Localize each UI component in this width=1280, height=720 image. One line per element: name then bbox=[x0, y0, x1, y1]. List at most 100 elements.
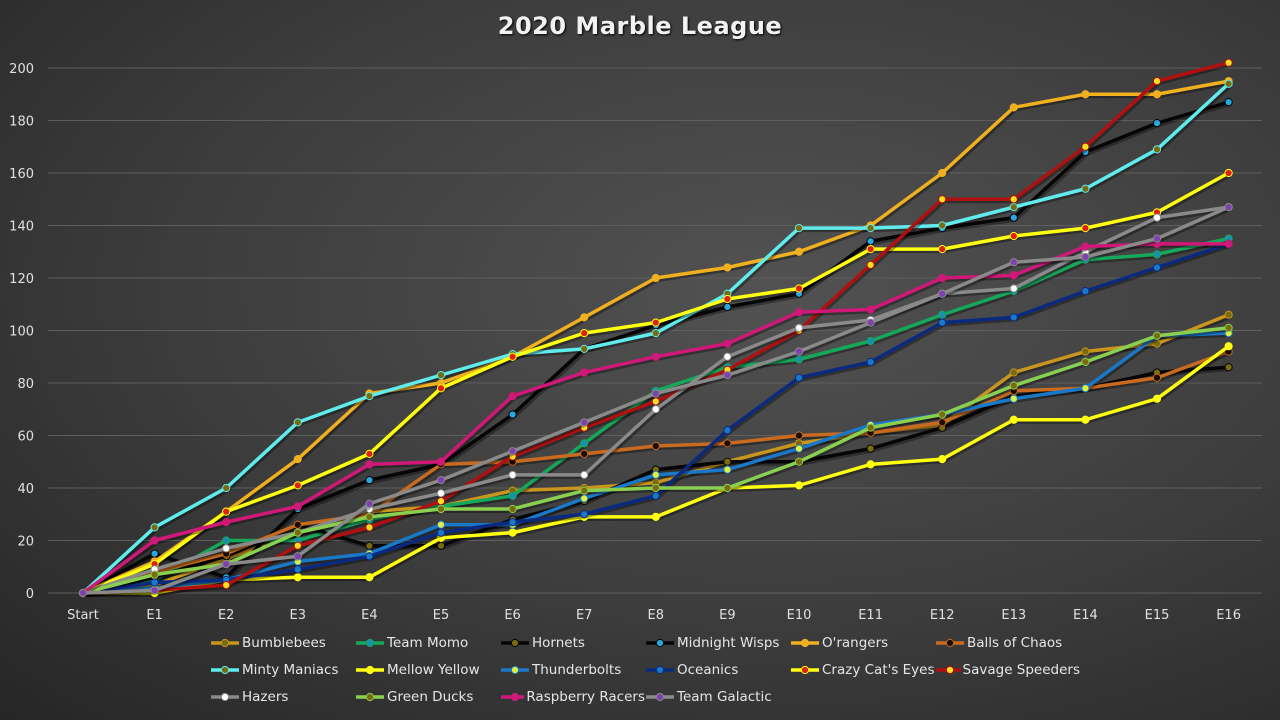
data-point bbox=[794, 323, 804, 332]
legend-item: Team Galactic bbox=[645, 688, 790, 706]
data-point bbox=[293, 573, 302, 582]
data-point bbox=[1009, 195, 1018, 204]
data-point bbox=[866, 336, 875, 346]
series-raspberry-racers bbox=[78, 239, 1233, 598]
data-point bbox=[1152, 145, 1162, 154]
legend-swatch-icon bbox=[356, 665, 384, 675]
data-point bbox=[580, 449, 589, 458]
data-point bbox=[723, 426, 732, 435]
data-point bbox=[580, 329, 589, 338]
data-point bbox=[580, 510, 589, 519]
data-point bbox=[723, 457, 732, 466]
data-point bbox=[293, 520, 302, 529]
series-minty-maniacs bbox=[78, 79, 1233, 598]
data-point bbox=[651, 483, 660, 493]
data-point bbox=[723, 294, 732, 304]
legend-marker bbox=[800, 638, 810, 648]
data-point bbox=[1152, 119, 1162, 128]
data-point bbox=[365, 541, 374, 550]
data-point bbox=[436, 384, 446, 393]
x-tick-label: E3 bbox=[290, 608, 307, 623]
series-team-galactic bbox=[78, 203, 1233, 598]
legend-swatch-icon bbox=[791, 638, 819, 648]
y-tick-label: 140 bbox=[9, 220, 34, 235]
data-point bbox=[651, 352, 660, 361]
data-point bbox=[651, 329, 660, 338]
data-point bbox=[794, 457, 804, 466]
data-point bbox=[580, 313, 589, 322]
legend-marker bbox=[655, 692, 665, 702]
legend-label: Thunderbolts bbox=[532, 662, 622, 678]
data-point bbox=[293, 528, 302, 537]
legend-item: Hazers bbox=[210, 688, 355, 706]
data-point bbox=[150, 570, 159, 579]
data-point bbox=[293, 565, 302, 574]
x-tick-label: E7 bbox=[576, 608, 593, 623]
data-point bbox=[1081, 415, 1090, 424]
legend-label: Balls of Chaos bbox=[967, 635, 1063, 651]
data-point bbox=[794, 481, 804, 490]
data-point bbox=[436, 520, 446, 529]
data-point bbox=[436, 476, 446, 485]
y-tick-label: 120 bbox=[9, 272, 34, 287]
legend-marker bbox=[945, 638, 955, 648]
data-point bbox=[508, 504, 517, 514]
data-point bbox=[1152, 213, 1162, 222]
legend-swatch-icon bbox=[646, 665, 674, 675]
legend-swatch-icon bbox=[501, 692, 525, 702]
data-point bbox=[293, 418, 302, 427]
data-point bbox=[293, 552, 302, 561]
data-point bbox=[222, 507, 231, 516]
y-tick-label: 200 bbox=[9, 62, 34, 77]
data-point bbox=[222, 536, 231, 545]
data-point bbox=[365, 512, 374, 521]
y-tick-label: 20 bbox=[17, 535, 34, 550]
data-point bbox=[1009, 284, 1018, 293]
data-point bbox=[1081, 252, 1090, 262]
series-line-shadow bbox=[83, 172, 1232, 597]
data-point bbox=[293, 502, 302, 511]
data-point bbox=[365, 392, 374, 401]
data-point bbox=[508, 491, 517, 500]
data-point bbox=[1224, 342, 1233, 351]
series-green-ducks bbox=[78, 323, 1233, 598]
data-point bbox=[508, 352, 517, 361]
data-point bbox=[436, 489, 446, 498]
data-point bbox=[938, 168, 947, 178]
legend-item: Midnight Wisps bbox=[645, 634, 790, 652]
x-axis-ticks: Start E1 E2 E3 E4 E5 E6 E7 E8 E9 E10 E11 E12 E13 E14 E1… bbox=[67, 608, 1241, 623]
x-tick-label: E11 bbox=[858, 608, 883, 623]
data-point bbox=[723, 352, 732, 361]
data-point bbox=[1224, 323, 1233, 332]
legend-marker bbox=[220, 638, 230, 648]
y-tick-label: 40 bbox=[17, 482, 34, 497]
data-point bbox=[794, 224, 804, 233]
x-tick-label: Start bbox=[67, 608, 99, 623]
data-point bbox=[1152, 394, 1162, 403]
x-tick-label: E12 bbox=[930, 608, 955, 623]
data-point bbox=[938, 455, 947, 464]
data-point bbox=[580, 368, 589, 377]
x-tick-label: E8 bbox=[648, 608, 665, 623]
legend-item: Balls of Chaos bbox=[935, 634, 1080, 652]
data-point bbox=[1081, 90, 1090, 99]
legend-marker bbox=[510, 692, 520, 702]
series-oceanics bbox=[78, 239, 1233, 598]
data-point bbox=[794, 347, 804, 356]
data-point bbox=[866, 305, 875, 314]
x-tick-label: E16 bbox=[1216, 608, 1241, 623]
x-tick-label: E14 bbox=[1073, 608, 1098, 623]
data-point bbox=[1152, 90, 1162, 99]
data-point bbox=[866, 237, 875, 246]
data-point bbox=[723, 465, 732, 474]
data-point bbox=[436, 541, 446, 550]
data-point bbox=[78, 588, 88, 598]
x-tick-label: E6 bbox=[504, 608, 521, 623]
legend-swatch-icon bbox=[501, 638, 529, 648]
data-point bbox=[938, 245, 947, 254]
legend-item: Hornets bbox=[500, 634, 645, 652]
data-point bbox=[1081, 347, 1090, 356]
legend-item: O'rangers bbox=[790, 634, 935, 652]
data-point bbox=[651, 273, 660, 283]
data-point bbox=[1009, 203, 1018, 212]
